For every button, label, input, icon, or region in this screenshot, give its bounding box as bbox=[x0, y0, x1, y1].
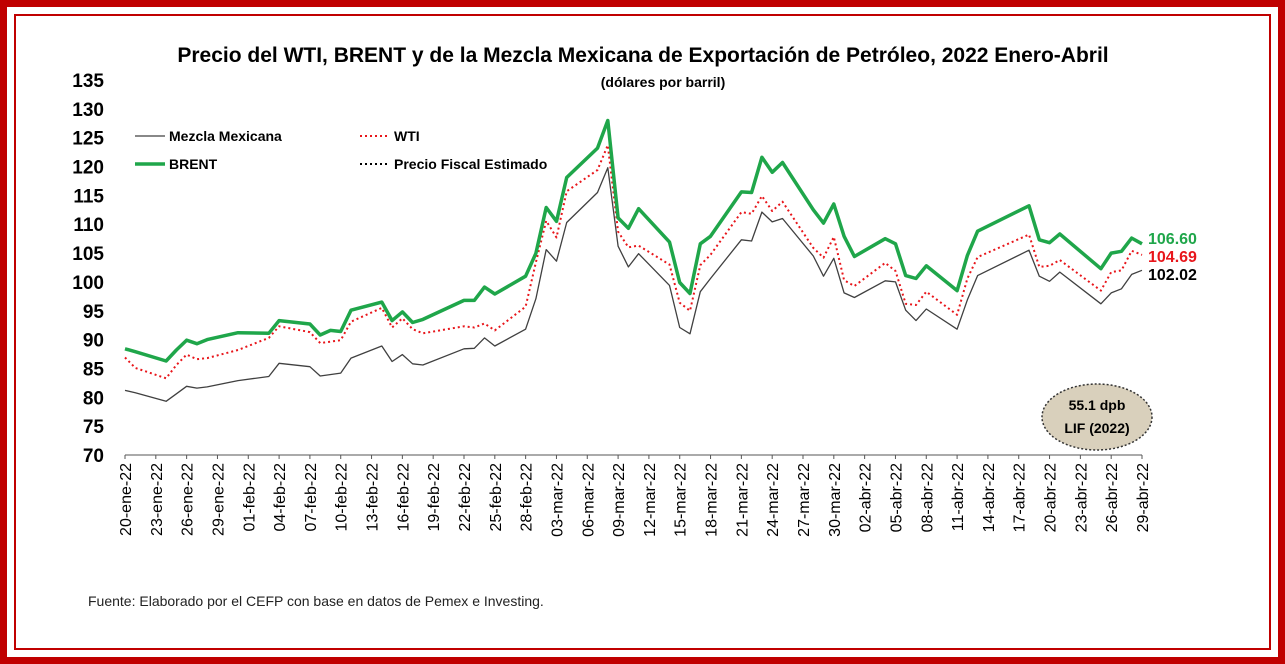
x-tick-label: 26-abr-22 bbox=[1104, 463, 1121, 532]
x-tick-label: 16-feb-22 bbox=[395, 463, 412, 532]
chart-subtitle: (dólares por barril) bbox=[601, 74, 725, 90]
x-tick-label: 23-abr-22 bbox=[1073, 463, 1090, 532]
y-tick-label: 95 bbox=[83, 302, 105, 323]
x-tick-label: 13-feb-22 bbox=[365, 463, 382, 532]
y-tick-label: 90 bbox=[83, 331, 104, 352]
x-tick-label: 17-abr-22 bbox=[1012, 463, 1029, 532]
x-tick-label: 29-ene-22 bbox=[210, 463, 227, 536]
x-tick-label: 02-abr-22 bbox=[858, 463, 875, 532]
series-layer bbox=[124, 118, 1143, 402]
legend-label: Mezcla Mexicana bbox=[169, 128, 282, 144]
x-tick-label: 29-abr-22 bbox=[1135, 463, 1152, 532]
y-tick-label: 100 bbox=[72, 273, 104, 294]
x-tick-label: 24-mar-22 bbox=[765, 463, 782, 537]
y-tick-label: 135 bbox=[72, 71, 104, 92]
x-tick-label: 20-ene-22 bbox=[118, 463, 135, 536]
x-tick-label: 14-abr-22 bbox=[981, 463, 998, 532]
x-tick-label: 20-abr-22 bbox=[1043, 463, 1060, 532]
legend-label: Precio Fiscal Estimado bbox=[394, 156, 547, 172]
end-value-label: 104.69 bbox=[1148, 249, 1197, 266]
y-tick-label: 105 bbox=[72, 244, 104, 265]
x-axis: 20-ene-22 23-ene-22 26-ene-22 29-ene-22 01-f… bbox=[118, 454, 1152, 537]
x-tick-label: 12-mar-22 bbox=[642, 463, 659, 537]
x-tick-label: 18-mar-22 bbox=[704, 463, 721, 537]
x-tick-label: 06-mar-22 bbox=[580, 463, 597, 537]
legend-label: BRENT bbox=[169, 156, 218, 172]
x-tick-label: 25-feb-22 bbox=[488, 463, 505, 532]
source-note: Fuente: Elaborado por el CEFP con base e… bbox=[88, 593, 544, 609]
y-tick-label: 85 bbox=[83, 359, 105, 380]
y-tick-label: 70 bbox=[83, 446, 104, 467]
y-tick-label: 75 bbox=[83, 417, 105, 438]
lif-annotation: 55.1 dpb LIF (2022) bbox=[1041, 383, 1153, 451]
y-tick-label: 110 bbox=[73, 215, 104, 236]
x-tick-label: 01-feb-22 bbox=[241, 463, 258, 532]
x-tick-label: 10-feb-22 bbox=[334, 463, 351, 532]
x-tick-label: 19-feb-22 bbox=[426, 463, 443, 532]
annotation-line1: 55.1 dpb bbox=[1069, 397, 1126, 413]
x-tick-label: 07-feb-22 bbox=[303, 463, 320, 532]
y-axis: 70 75 80 85 90 95 100 105 110 115 120 125 130 135 bbox=[72, 71, 104, 467]
x-tick-label: 28-feb-22 bbox=[519, 463, 536, 532]
x-tick-label: 27-mar-22 bbox=[796, 463, 813, 537]
series-line-brent bbox=[124, 118, 1143, 363]
x-tick-label: 23-ene-22 bbox=[149, 463, 166, 536]
y-tick-label: 125 bbox=[72, 129, 104, 150]
annotation-line2: LIF (2022) bbox=[1064, 420, 1129, 436]
y-tick-label: 130 bbox=[72, 100, 104, 121]
x-tick-label: 30-mar-22 bbox=[827, 463, 844, 537]
x-tick-label: 21-mar-22 bbox=[734, 463, 751, 537]
annotation-ellipse bbox=[1041, 383, 1153, 451]
legend: Mezcla Mexicana WTI BRENT Precio Fiscal Est… bbox=[135, 128, 547, 172]
y-tick-label: 115 bbox=[73, 186, 104, 207]
series-line-wti bbox=[124, 144, 1143, 380]
x-tick-label: 22-feb-22 bbox=[457, 463, 474, 532]
x-tick-label: 26-ene-22 bbox=[180, 463, 197, 536]
y-tick-label: 120 bbox=[72, 158, 104, 179]
x-tick-label: 05-abr-22 bbox=[888, 463, 905, 532]
series-line-mezcla-mexicana bbox=[124, 167, 1143, 402]
x-tick-label: 09-mar-22 bbox=[611, 463, 628, 537]
x-tick-label: 08-abr-22 bbox=[919, 463, 936, 532]
x-tick-label: 11-abr-22 bbox=[950, 463, 967, 531]
y-tick-label: 80 bbox=[83, 388, 104, 409]
end-value-label: 106.60 bbox=[1148, 231, 1197, 248]
legend-label: WTI bbox=[394, 128, 420, 144]
end-value-label: 102.02 bbox=[1148, 267, 1197, 284]
x-tick-label: 04-feb-22 bbox=[272, 463, 289, 532]
chart-title: Precio del WTI, BRENT y de la Mezcla Mex… bbox=[177, 44, 1108, 67]
x-tick-label: 03-mar-22 bbox=[549, 463, 566, 537]
x-tick-label: 15-mar-22 bbox=[673, 463, 690, 537]
inner-frame bbox=[14, 14, 1271, 650]
